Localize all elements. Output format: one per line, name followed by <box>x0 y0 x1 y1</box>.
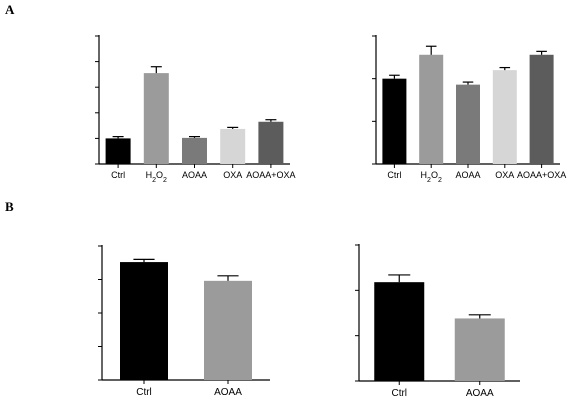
x-tick-label: Ctrl <box>111 170 125 180</box>
bar <box>382 78 407 164</box>
panel-label-b: B <box>5 199 14 214</box>
bar <box>454 318 505 381</box>
bar <box>258 121 284 164</box>
x-tick-label: Ctrl <box>387 170 401 180</box>
x-tick-label: AOAA+OXA <box>517 170 566 180</box>
bar <box>374 282 425 381</box>
x-tick-label: H2O2 <box>421 170 442 184</box>
x-tick-label: AOAA+OXA <box>246 170 295 180</box>
chart-ht29-gsh: Ctrl AOAA <box>355 244 520 399</box>
bar <box>105 138 131 164</box>
x-tick-label: H2O2 <box>146 170 167 184</box>
chart-hct116-gsh: Ctrl AOAA <box>98 245 270 398</box>
x-tick-label: AOAA <box>455 170 480 180</box>
x-tick-label: AOAA <box>182 170 207 180</box>
x-tick-label: OXA <box>495 170 514 180</box>
panel-label-a: A <box>5 2 15 17</box>
bar <box>456 84 480 164</box>
chart-hct116-ros: Ctrl H2O2 AOAA OXA AOAA+OXA <box>95 35 296 184</box>
x-tick-label: Ctrl <box>136 387 152 398</box>
bar <box>182 137 207 164</box>
bar <box>204 280 252 380</box>
x-tick-label: AOAA <box>214 387 242 398</box>
bar <box>220 128 246 164</box>
bar <box>419 54 444 165</box>
bar <box>492 70 517 164</box>
chart-ht29-ros: Ctrl H2O2 AOAA OXA AOAA+OXA <box>372 35 566 184</box>
x-tick-label: OXA <box>223 170 242 180</box>
bar <box>143 73 169 164</box>
x-tick-label: AOAA <box>466 388 494 399</box>
bar <box>120 262 168 380</box>
bar <box>529 54 554 165</box>
x-tick-label: Ctrl <box>391 388 407 399</box>
